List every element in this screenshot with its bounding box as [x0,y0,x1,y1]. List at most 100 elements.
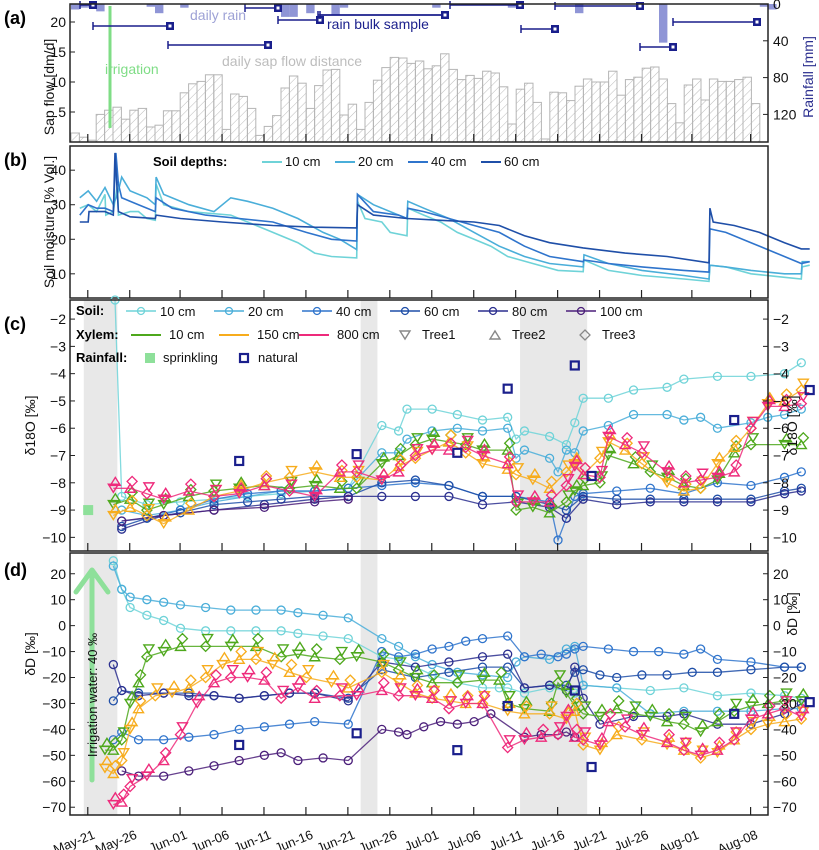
irrigation-label: irrigation [105,61,159,77]
sap-flow-bar [650,66,660,143]
legend-label: 20 cm [358,154,393,169]
data-point [310,716,320,727]
rain-bar [79,4,88,8]
data-point [427,427,441,438]
legend-label: 150 cm [257,327,300,342]
data-point [745,422,757,435]
rain-bar [155,4,164,14]
data-point [570,451,584,462]
data-point [711,475,724,486]
data-point [350,471,363,484]
soil-moisture-line [79,152,810,273]
data-point [576,469,590,480]
data-point [695,412,706,422]
data-point [713,451,726,462]
sap-flow-bar [641,67,652,143]
data-point [352,460,365,471]
panel-label: (a) [4,8,26,28]
data-point [679,470,692,482]
data-point [503,412,513,422]
data-point [621,431,634,444]
data-point [293,674,307,685]
data-point [276,685,290,696]
data-point [612,694,625,707]
legend-label: 10 cm [160,304,195,319]
ytick-label: 20 [50,566,66,582]
data-point [635,733,648,746]
legend-natural-marker [238,352,250,364]
sap-flow-bar [112,106,122,143]
data-point [679,683,689,693]
data-point [444,687,458,698]
xtick-label: Jul-11 [487,827,525,850]
data-point [663,728,675,741]
data-point [140,650,153,663]
data-point [452,719,462,729]
sap-flow-bar [608,70,618,143]
data-point [333,482,347,493]
data-point [343,719,353,729]
sap-flow-bar [297,82,307,143]
data-point [410,652,421,662]
panel-a-frame [69,3,769,143]
data-point [577,707,590,720]
data-point [333,466,347,477]
data-point [442,444,456,455]
data-point [620,714,634,725]
data-point [629,701,642,712]
data-point [108,561,118,571]
sap-flow-bar [364,101,374,143]
legend-label: Tree2 [512,327,545,342]
data-point [679,415,689,425]
data-point [199,671,212,684]
data-point [310,459,323,470]
sprinkling-point [83,505,94,516]
rain-point [569,360,580,371]
data-point [126,494,139,507]
sap-flow-bar [431,65,442,143]
data-point [426,692,439,705]
data-point [712,654,723,665]
ytick-right-label: 20 [773,566,789,582]
shaded-period [360,553,378,815]
sap-flow-bar [490,72,500,143]
data-point [595,703,609,714]
data-point [445,429,457,441]
data-point [679,374,689,384]
data-point [746,480,756,491]
rain-point [804,384,815,396]
data-point [553,722,567,733]
data-point [109,791,122,802]
ytick-right-label: −30 [773,695,797,711]
data-point [568,731,582,742]
data-point [696,742,709,753]
data-point [293,608,303,618]
data-point [377,724,387,735]
data-point [109,503,122,514]
legend-rain-label: Rainfall: [76,350,127,365]
sap-flow-bar [734,79,744,143]
data-point [394,453,407,466]
series-line [113,403,802,503]
data-point [570,697,583,710]
soil-moisture-line [79,175,810,280]
rain-bar [71,4,80,10]
data-point [251,605,261,615]
ytick-label: −5 [50,393,66,409]
data-point [427,437,441,448]
data-point [628,711,639,722]
data-point [201,665,214,676]
ytick-right-label: −70 [773,799,797,815]
data-point [461,433,474,444]
data-point [662,670,672,680]
data-point [645,494,655,504]
ytick-label: −70 [42,799,66,815]
data-point [560,495,573,508]
data-point [285,479,298,490]
rain-bar [180,4,189,8]
data-point [123,502,137,513]
sap-flow-bar [70,132,80,143]
data-point [293,628,303,639]
data-point [511,490,525,501]
data-point [375,685,389,696]
